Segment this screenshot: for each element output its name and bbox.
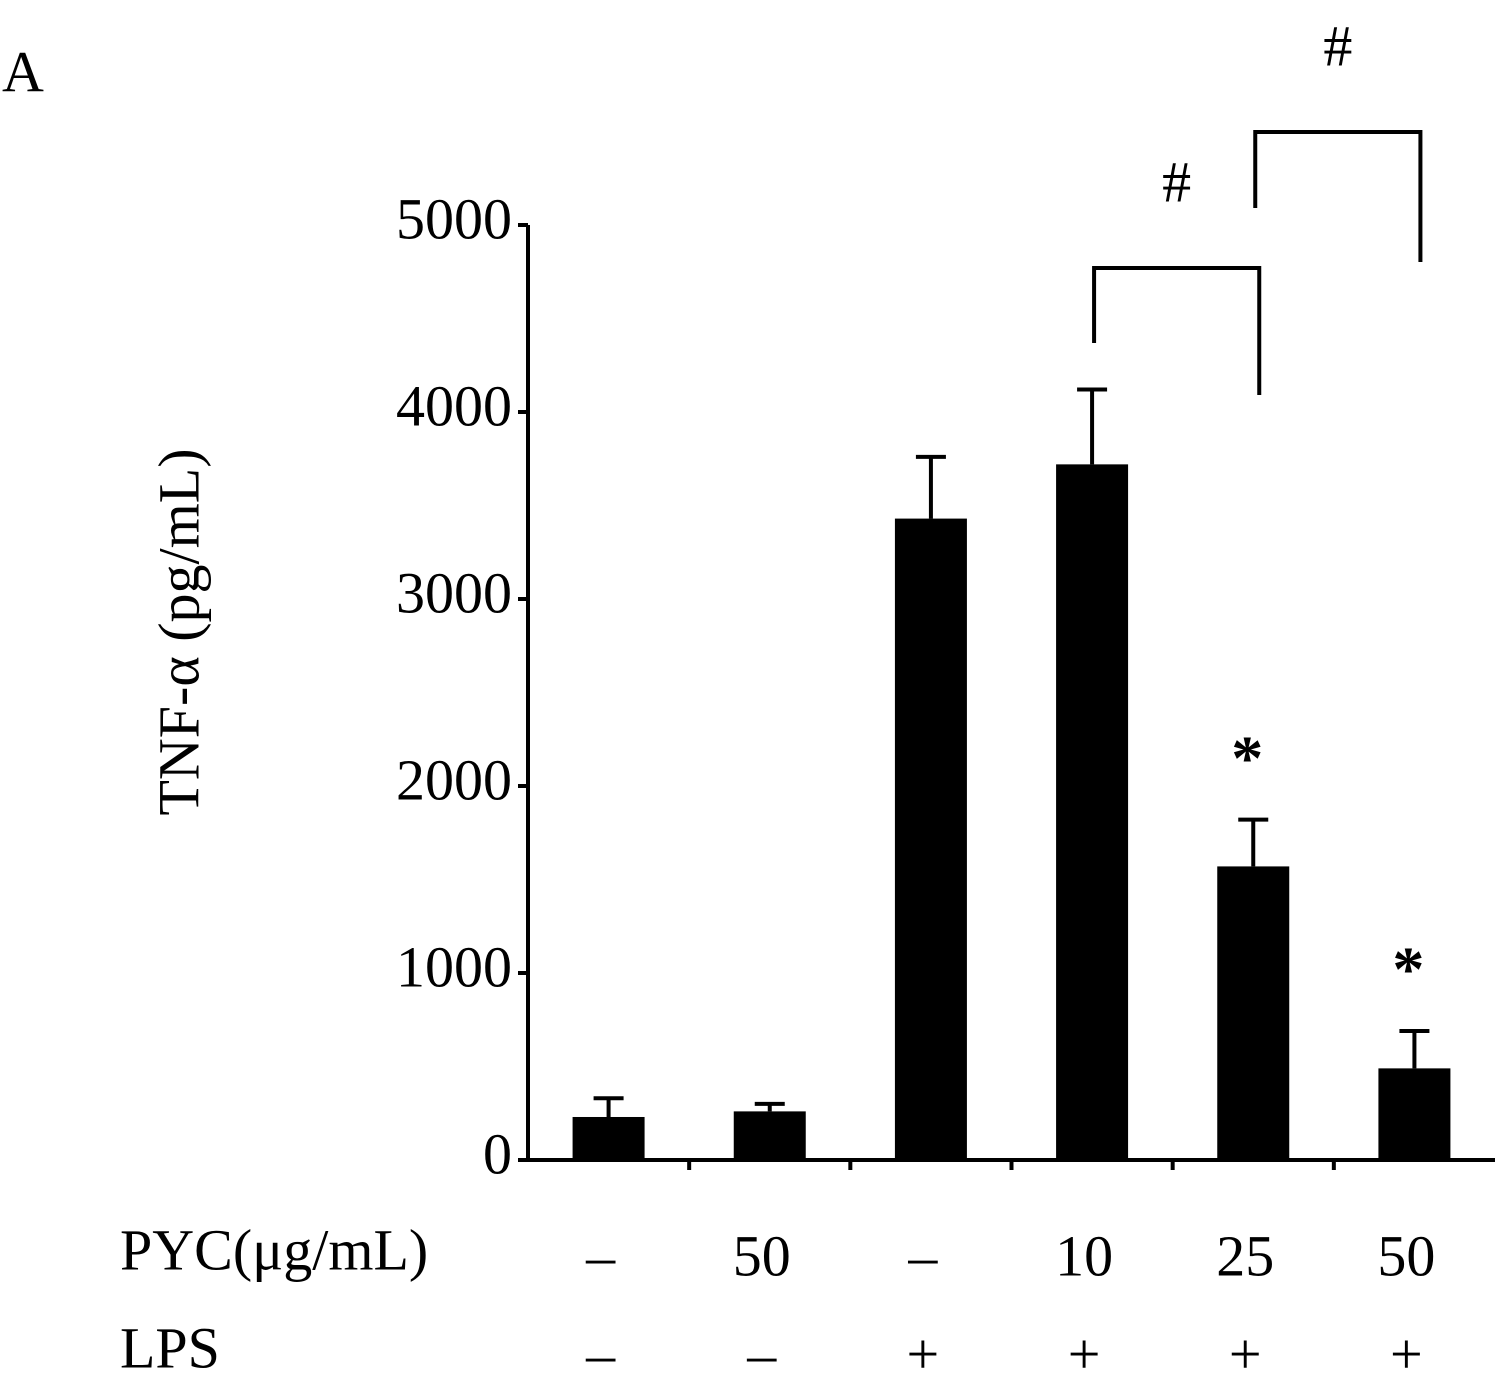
error-bar: [754, 1101, 785, 1112]
x-tick-label: 10: [1055, 1223, 1113, 1288]
x-row-label: LPS: [120, 1315, 220, 1380]
y-axis-label: TNF-α (pg/mL): [146, 448, 211, 815]
x-tick-label: +: [1068, 1321, 1101, 1386]
x-tick-label: –: [746, 1321, 777, 1386]
bar: [1378, 1068, 1451, 1160]
x-tick-label: +: [1229, 1321, 1262, 1386]
bracket-label: #: [1323, 13, 1352, 78]
significance-marker: *: [1231, 722, 1263, 793]
bar: [1056, 464, 1129, 1160]
x-tick-label: +: [907, 1321, 940, 1386]
error-bar: [915, 454, 946, 519]
y-tick-label: 0: [483, 1121, 512, 1186]
bar: [733, 1111, 806, 1160]
significance-marker: *: [1392, 934, 1424, 1005]
bar: [1217, 866, 1290, 1160]
y-tick-label: 2000: [396, 747, 512, 812]
x-tick-label: –: [907, 1223, 938, 1288]
error-bar: [1077, 387, 1108, 465]
error-bar: [593, 1096, 624, 1117]
x-tick-label: 25: [1216, 1223, 1274, 1288]
error-bar: [1399, 1028, 1430, 1069]
bracket: [1092, 266, 1262, 395]
x-tick-label: +: [1390, 1321, 1423, 1386]
bar: [894, 518, 967, 1160]
bracket: [1253, 130, 1423, 262]
x-row-label: PYC(μg/mL): [120, 1217, 428, 1282]
x-tick-label: –: [585, 1223, 616, 1288]
panel-label: A: [2, 39, 44, 104]
x-tick-label: –: [585, 1321, 616, 1386]
x-tick-label: 50: [1377, 1223, 1435, 1288]
y-tick-label: 4000: [396, 373, 512, 438]
y-tick-label: 1000: [396, 934, 512, 999]
bracket-label: #: [1162, 149, 1191, 214]
x-tick-label: 50: [733, 1223, 791, 1288]
y-tick-label: 3000: [396, 560, 512, 625]
error-bar: [1238, 817, 1269, 867]
bar: [572, 1116, 645, 1160]
y-tick-label: 5000: [396, 186, 512, 251]
